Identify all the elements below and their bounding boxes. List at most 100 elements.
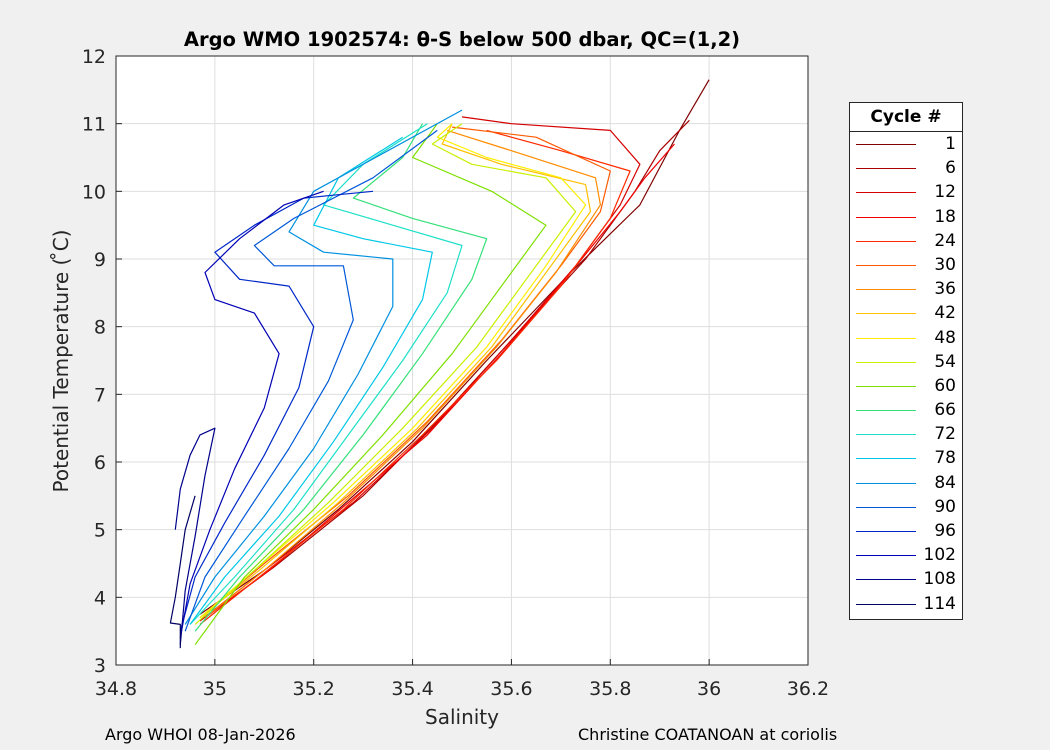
legend-swatch bbox=[856, 168, 916, 170]
y-tick-label: 10 bbox=[82, 181, 106, 203]
legend-swatch bbox=[856, 555, 916, 557]
legend-item: 30 bbox=[850, 253, 962, 277]
legend-label: 12 bbox=[934, 182, 956, 203]
series-group bbox=[169, 79, 710, 649]
y-tick-label: 11 bbox=[82, 114, 106, 136]
legend-swatch bbox=[856, 603, 916, 605]
legend-swatch bbox=[856, 264, 916, 266]
series-line-cycle-60 bbox=[194, 123, 547, 646]
x-tick-label: 35.2 bbox=[293, 678, 335, 700]
legend-title: Cycle # bbox=[850, 103, 962, 132]
legend-swatch bbox=[856, 337, 916, 339]
legend-item: 114 bbox=[850, 592, 962, 616]
legend-item: 24 bbox=[850, 229, 962, 253]
legend-label: 1 bbox=[945, 134, 956, 154]
series-line-cycle-66 bbox=[194, 123, 488, 632]
legend-item: 102 bbox=[850, 543, 962, 567]
legend-label: 60 bbox=[934, 375, 956, 396]
legend-label: 96 bbox=[934, 521, 956, 541]
legend: Cycle # 1 6 12 18 24 30 36 42 48 54 60 66 72 78 84 90 96… bbox=[849, 102, 963, 620]
legend-item: 48 bbox=[850, 326, 962, 350]
legend-swatch bbox=[856, 313, 916, 315]
legend-label: 30 bbox=[934, 254, 956, 275]
legend-label: 66 bbox=[934, 400, 956, 421]
y-tick-label: 3 bbox=[94, 655, 106, 677]
legend-swatch bbox=[856, 506, 916, 508]
x-axis-label: Salinity bbox=[425, 705, 499, 729]
legend-item: 12 bbox=[850, 180, 962, 204]
series-line-cycle-102 bbox=[179, 190, 324, 639]
legend-swatch bbox=[856, 144, 916, 145]
legend-label: 6 bbox=[945, 158, 956, 179]
legend-swatch bbox=[856, 385, 916, 387]
legend-label: 24 bbox=[934, 230, 956, 251]
chart-title: Argo WMO 1902574: θ-S below 500 dbar, QC… bbox=[184, 28, 740, 51]
footer-left: Argo WHOI 08-Jan-2026 bbox=[105, 725, 296, 744]
legend-item: 6 bbox=[850, 156, 962, 180]
legend-label: 108 bbox=[923, 569, 956, 590]
legend-swatch bbox=[856, 361, 916, 363]
legend-label: 78 bbox=[934, 448, 956, 469]
legend-item: 18 bbox=[850, 205, 962, 229]
y-tick-label: 4 bbox=[94, 587, 106, 609]
series-line-cycle-78 bbox=[189, 136, 433, 625]
x-tick-label: 35.6 bbox=[490, 678, 532, 700]
legend-item: 108 bbox=[850, 567, 962, 591]
legend-item: 72 bbox=[850, 422, 962, 446]
legend-item: 54 bbox=[850, 350, 962, 374]
series-line-cycle-108 bbox=[174, 427, 216, 645]
legend-label: 18 bbox=[934, 206, 956, 227]
legend-swatch bbox=[856, 482, 916, 484]
x-tick-label: 35.4 bbox=[391, 678, 433, 700]
legend-swatch bbox=[856, 531, 916, 532]
x-tick-label: 35 bbox=[203, 678, 227, 700]
legend-item: 42 bbox=[850, 301, 962, 325]
legend-item: 66 bbox=[850, 398, 962, 422]
series-line-cycle-84 bbox=[184, 109, 463, 625]
legend-swatch bbox=[856, 579, 916, 581]
plot-frame bbox=[115, 55, 809, 666]
y-tick-label: 12 bbox=[82, 46, 106, 68]
legend-swatch bbox=[856, 289, 916, 291]
legend-swatch bbox=[856, 410, 916, 412]
series-line-cycle-48 bbox=[199, 123, 587, 619]
series-line-cycle-54 bbox=[194, 123, 577, 625]
y-tick-label: 7 bbox=[94, 384, 106, 406]
legend-label: 48 bbox=[934, 327, 956, 348]
series-line-cycle-114 bbox=[169, 495, 196, 649]
y-tick-label: 8 bbox=[94, 317, 106, 339]
series-line-cycle-1 bbox=[199, 79, 710, 615]
series-line-cycle-24 bbox=[199, 129, 631, 625]
legend-swatch bbox=[856, 192, 916, 194]
y-tick-label: 6 bbox=[94, 452, 106, 474]
legend-item: 84 bbox=[850, 471, 962, 495]
legend-item: 96 bbox=[850, 519, 962, 543]
legend-label: 84 bbox=[934, 472, 956, 493]
legend-label: 90 bbox=[934, 496, 956, 517]
legend-item: 90 bbox=[850, 495, 962, 519]
series-line-cycle-72 bbox=[189, 123, 463, 625]
legend-label: 42 bbox=[934, 303, 956, 324]
legend-label: 102 bbox=[923, 545, 956, 566]
legend-label: 72 bbox=[934, 424, 956, 445]
y-tick-label: 9 bbox=[94, 249, 106, 271]
footer-right: Christine COATANOAN at coriolis bbox=[578, 725, 838, 744]
legend-label: 54 bbox=[934, 351, 956, 372]
legend-label: 36 bbox=[934, 279, 956, 300]
y-axis-label: Potential Temperature ( ̊C) bbox=[49, 230, 73, 493]
x-tick-label: 34.8 bbox=[95, 678, 137, 700]
legend-swatch bbox=[856, 458, 916, 460]
ticks: 34.8 35 35.2 35.4 35.6 35.8 36 36.2 3 4 5 6 7 8 9 10 11 1… bbox=[82, 46, 829, 700]
legend-item: 60 bbox=[850, 374, 962, 398]
legend-swatch bbox=[856, 240, 916, 242]
series-line-cycle-90 bbox=[184, 129, 438, 632]
x-tick-label: 36.2 bbox=[787, 678, 829, 700]
legend-label: 114 bbox=[923, 593, 956, 614]
series-line-cycle-42 bbox=[199, 123, 592, 619]
x-tick-label: 35.8 bbox=[589, 678, 631, 700]
legend-item: 1 bbox=[850, 132, 962, 156]
legend-item: 36 bbox=[850, 277, 962, 301]
y-tick-label: 5 bbox=[94, 520, 106, 542]
legend-swatch bbox=[856, 434, 916, 436]
